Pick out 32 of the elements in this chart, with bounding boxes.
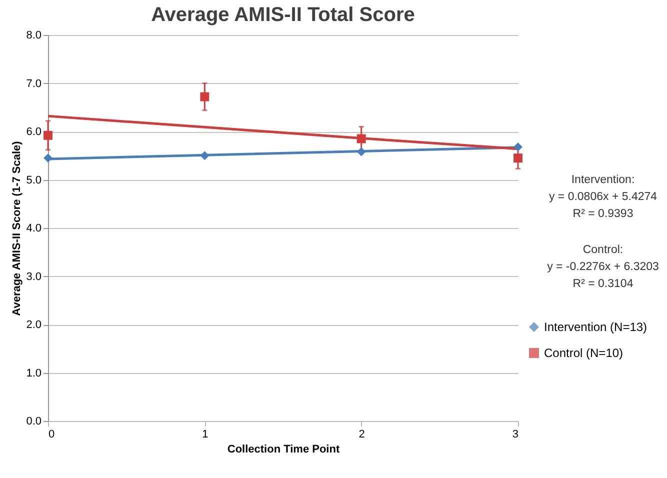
y-tick-label: 3.0 xyxy=(26,270,42,283)
y-tick-label: 0.0 xyxy=(26,416,42,428)
y-tick-label: 4.0 xyxy=(26,222,42,234)
y-axis-title: Average AMIS-II Score (1-7 Scale) xyxy=(11,140,24,316)
chart-title: Average AMIS-II Total Score xyxy=(151,4,415,26)
text: y = -0.2276x + 6.3203 xyxy=(547,261,659,273)
x-tick-label: 0 xyxy=(48,428,55,440)
point xyxy=(514,142,522,152)
text: R² = 0.9393 xyxy=(572,208,634,220)
y-tick-label: 7.0 xyxy=(26,78,42,90)
point xyxy=(356,147,366,156)
point xyxy=(200,92,210,102)
text: y = 0.0806x + 5.4274 xyxy=(548,191,658,203)
y-tick-label: 6.0 xyxy=(26,126,42,138)
x-tick-label: 2 xyxy=(358,428,365,440)
y-tick-label: 8.0 xyxy=(26,30,42,42)
x-axis-title: Collection Time Point xyxy=(227,444,340,456)
x-tick-label: 1 xyxy=(202,428,208,440)
legend-label: Intervention (N=13) xyxy=(544,320,648,334)
x-tick-label: 3 xyxy=(512,428,518,440)
text: Intervention: xyxy=(571,174,635,186)
point xyxy=(356,134,366,144)
y-tick-label: 2.0 xyxy=(26,319,42,331)
point xyxy=(44,130,52,140)
text: Control: xyxy=(582,244,624,256)
point xyxy=(514,154,522,163)
text: R² = 0.3104 xyxy=(572,278,634,290)
y-tick-label: 1.0 xyxy=(26,367,42,380)
legend-label: Control (N=10) xyxy=(544,346,624,360)
y-tick-label: 5.0 xyxy=(26,174,42,186)
point xyxy=(200,151,210,160)
point xyxy=(44,154,52,163)
